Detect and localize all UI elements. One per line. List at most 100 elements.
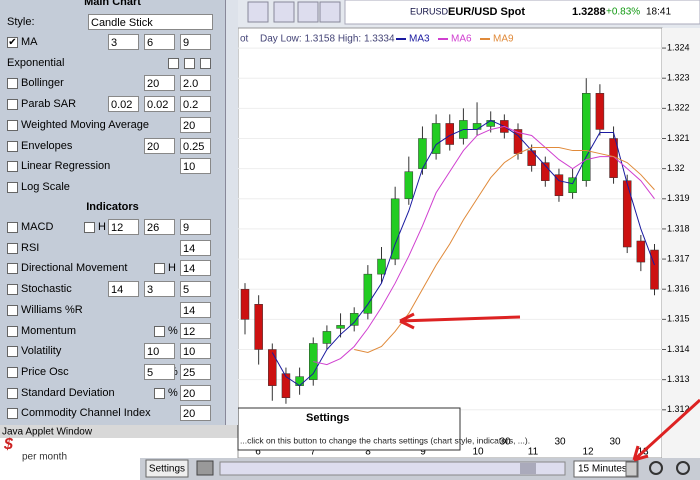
checkbox[interactable] (7, 222, 18, 233)
ma-line (271, 119, 655, 387)
input-field[interactable]: 9 (180, 34, 211, 50)
settings-button-label[interactable]: Settings (149, 464, 185, 475)
input-field[interactable]: 20 (180, 116, 211, 133)
input-field[interactable]: 3 (144, 281, 175, 298)
flag-checkbox[interactable] (84, 222, 95, 233)
x-tick-label: 30 (554, 437, 566, 448)
input-field[interactable]: 10 (180, 343, 211, 360)
style-label: Style: (7, 16, 35, 28)
scroll-thumb[interactable] (520, 463, 536, 474)
style-select[interactable]: Candle Stick (88, 14, 213, 30)
setting-row: Envelopes 20 0.25 (0, 137, 225, 157)
x-tick-label: 30 (609, 437, 621, 448)
input-field[interactable]: 12 (108, 219, 139, 235)
input-field[interactable]: 14 (108, 281, 139, 298)
settings-button[interactable] (145, 459, 189, 478)
checkbox[interactable] (7, 263, 18, 275)
checkbox[interactable] (7, 181, 18, 193)
checkbox[interactable] (168, 57, 179, 69)
checkbox[interactable] (7, 140, 18, 152)
input-field[interactable]: 3 (108, 34, 139, 50)
input-field[interactable]: 14 (180, 239, 211, 256)
checkbox[interactable] (7, 119, 18, 131)
promo-logo: $ (3, 436, 14, 453)
tool-icon[interactable] (247, 1, 269, 23)
input-field[interactable]: 5 (144, 363, 175, 380)
flag-label: H (168, 262, 176, 275)
setting-row: Log Scale (0, 178, 225, 198)
input-field[interactable]: 14 (180, 301, 211, 318)
setting-row: RSI 14 (0, 239, 225, 259)
y-tick-label: 1.321 (667, 133, 690, 143)
tool-icon[interactable] (273, 1, 295, 23)
input-field[interactable]: 20 (180, 384, 211, 401)
setting-label: Price Osc (21, 365, 69, 378)
checkbox[interactable] (184, 57, 195, 69)
input-field[interactable]: 25 (180, 363, 211, 380)
setting-row: Stochastic 14 3 5 (0, 280, 225, 300)
zoom-in[interactable] (676, 461, 690, 475)
input-field[interactable]: 20 (144, 75, 175, 92)
input-field[interactable]: 12 (180, 322, 211, 339)
checkbox[interactable] (7, 304, 18, 316)
input-field[interactable]: 0.02 (144, 96, 175, 113)
candle-body (281, 373, 291, 398)
setting-row: ✔ MA 3 6 9 (0, 33, 225, 53)
annotation-arrow (399, 312, 521, 330)
candle-body (336, 325, 345, 329)
checkbox[interactable] (7, 346, 18, 358)
input-field[interactable]: 20 (144, 137, 175, 154)
checkbox[interactable] (7, 99, 18, 111)
checkbox[interactable]: ✔ (7, 37, 18, 48)
candle-body (254, 304, 263, 350)
input-field[interactable]: 9 (180, 219, 211, 235)
candle-body (363, 273, 373, 314)
candle-body (431, 123, 441, 154)
x-tick-label: 10 (472, 447, 484, 458)
help-icon[interactable] (319, 1, 341, 23)
flag-checkbox[interactable] (154, 263, 165, 275)
tool-icon[interactable] (297, 1, 319, 23)
interval-label[interactable]: 15 Minutes (578, 464, 627, 475)
input-field[interactable]: 0.02 (108, 96, 139, 113)
scrollbar[interactable] (219, 461, 566, 476)
candle-body (650, 249, 659, 290)
checkbox[interactable] (7, 408, 18, 420)
dropdown-arrow[interactable] (625, 461, 638, 477)
setting-label: Williams %R (21, 303, 83, 316)
input-field[interactable]: 6 (144, 34, 175, 50)
input-field[interactable]: 5 (180, 281, 211, 298)
checkbox[interactable] (7, 284, 18, 296)
candle-body (527, 150, 536, 166)
flag-checkbox[interactable] (154, 325, 165, 337)
setting-label: Momentum (21, 324, 77, 337)
checkbox[interactable] (200, 57, 211, 69)
input-field[interactable]: 26 (144, 219, 175, 235)
setting-row: Directional Movement H 14 (0, 259, 225, 279)
input-field[interactable]: 10 (144, 343, 175, 360)
interval-select[interactable] (573, 460, 639, 478)
input-field[interactable]: 10 (180, 158, 211, 175)
input-field[interactable]: 20 (180, 405, 211, 422)
print-icon[interactable] (196, 460, 214, 476)
checkbox[interactable] (7, 78, 18, 90)
candle-body (404, 171, 414, 200)
input-field[interactable]: 0.25 (180, 137, 211, 154)
checkbox[interactable] (7, 242, 18, 254)
flag-label: % (168, 324, 178, 337)
setting-row: Commodity Channel Index 20 (0, 404, 225, 424)
flag-label: % (168, 386, 178, 399)
checkbox[interactable] (7, 325, 18, 337)
checkbox[interactable] (7, 387, 18, 399)
input-field[interactable]: 0.2 (180, 96, 211, 113)
checkbox[interactable] (7, 161, 18, 173)
panel-scrollbar[interactable] (225, 0, 238, 425)
checkbox[interactable] (7, 366, 18, 378)
setting-label: Commodity Channel Index (21, 407, 151, 420)
window-label: Java Applet Window (2, 427, 93, 438)
input-field[interactable]: 14 (180, 260, 211, 277)
flag-checkbox[interactable] (154, 387, 165, 399)
input-field[interactable]: 2.0 (180, 75, 211, 92)
zoom-out[interactable] (649, 461, 663, 475)
